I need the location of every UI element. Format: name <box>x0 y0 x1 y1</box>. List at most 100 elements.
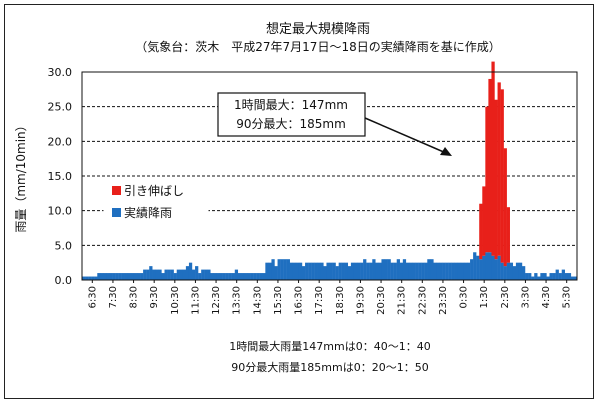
bar-actual <box>195 266 199 280</box>
chart-subtitle: （気象台：茨木 平成27年7月17日～18日の実績降雨を基に作成） <box>135 39 500 54</box>
bar-actual <box>179 269 184 280</box>
bar-actual <box>161 273 165 280</box>
y-tick-label: 15.0 <box>48 170 73 183</box>
bar-actual <box>451 262 455 280</box>
bar-actual <box>329 262 333 280</box>
bar-actual <box>222 273 226 280</box>
bar-actual <box>509 262 514 280</box>
callout-line-2: 90分最大：185mm <box>236 117 346 131</box>
bar-actual <box>317 262 321 280</box>
bar-actual <box>418 262 422 280</box>
bar-actual <box>558 273 562 280</box>
bar-actual <box>396 259 400 280</box>
bar-actual <box>506 262 510 280</box>
bar-actual <box>146 269 150 280</box>
max-callout: 1時間最大：147mm 90分最大：185mm <box>217 92 452 156</box>
bar-actual <box>482 255 486 280</box>
x-tick-label: 10:30 <box>170 286 181 315</box>
bar-actual <box>127 273 132 280</box>
bar-actual <box>295 262 300 280</box>
x-tick-label: 3:30 <box>520 286 531 308</box>
bar-actual <box>488 252 492 280</box>
bar-actual <box>320 262 324 280</box>
bar-actual <box>121 273 125 280</box>
bar-actual <box>210 273 214 280</box>
bar-actual <box>100 273 104 280</box>
bar-actual <box>198 273 202 280</box>
plot-area-border <box>81 71 578 281</box>
bar-stretch <box>491 61 495 256</box>
bar-actual <box>109 273 113 280</box>
bar-actual <box>357 262 361 280</box>
x-tick-label: 17:30 <box>314 286 325 315</box>
bar-actual <box>430 259 434 280</box>
bar-actual <box>253 273 257 280</box>
bars <box>82 61 578 280</box>
bar-actual <box>280 259 284 280</box>
bar-actual <box>549 273 553 280</box>
x-tick-label: 0:30 <box>459 286 470 308</box>
bar-actual <box>182 269 187 280</box>
bar-actual <box>286 259 290 280</box>
bar-actual <box>289 262 294 280</box>
bar-actual <box>415 262 419 280</box>
bar-actual <box>308 262 312 280</box>
bar-actual <box>515 262 520 280</box>
bar-actual <box>500 262 504 280</box>
chart-title: 想定最大規模降雨 <box>266 21 370 37</box>
x-tick-label: 12:30 <box>211 286 222 315</box>
bar-actual <box>112 273 116 280</box>
bar-actual <box>369 262 373 280</box>
bar-actual <box>250 273 254 280</box>
bar-actual <box>372 259 376 280</box>
bar-actual <box>228 273 232 280</box>
bar-actual <box>240 273 245 280</box>
bar-actual <box>344 262 349 280</box>
callout-arrowhead <box>440 147 452 156</box>
bar-actual <box>314 262 318 280</box>
x-tick-label: 23:30 <box>438 286 449 315</box>
x-tick-label: 19:30 <box>355 286 366 315</box>
x-tick-label: 5:30 <box>562 286 573 308</box>
bar-actual <box>347 266 352 280</box>
x-tick-label: 18:30 <box>335 286 346 315</box>
x-tick-label: 6:30 <box>87 286 98 308</box>
x-tick-label: 2:30 <box>500 286 511 308</box>
bar-actual <box>341 262 345 280</box>
bar-actual <box>323 266 327 280</box>
y-tick-label: 5.0 <box>55 239 73 252</box>
bar-actual <box>424 262 428 280</box>
bar-actual <box>564 273 569 280</box>
bar-actual <box>133 273 138 280</box>
bar-actual <box>491 255 495 280</box>
bar-actual <box>570 276 575 280</box>
bar-actual <box>118 273 122 280</box>
bar-actual <box>274 266 278 280</box>
bar-actual <box>497 255 501 280</box>
bar-actual <box>207 269 211 280</box>
bar-actual <box>234 269 239 280</box>
callout-arrow-line <box>364 117 447 154</box>
bar-actual <box>405 262 410 280</box>
bar-actual <box>201 269 205 280</box>
x-tick-label: 1:30 <box>479 286 490 308</box>
y-tick-label: 25.0 <box>48 101 73 114</box>
bar-actual <box>445 262 449 280</box>
bar-actual <box>442 262 446 280</box>
bar-actual <box>82 276 86 280</box>
bar-actual <box>219 273 223 280</box>
bar-actual <box>470 259 474 280</box>
bar-actual <box>130 273 135 280</box>
bar-actual <box>460 262 465 280</box>
x-tick-label: 21:30 <box>397 286 408 315</box>
x-tick-label: 15:30 <box>273 286 284 315</box>
bar-actual <box>555 269 559 280</box>
bar-actual <box>485 252 489 280</box>
x-tick-label: 16:30 <box>294 286 305 315</box>
bar-stretch <box>488 78 492 253</box>
bar-stretch <box>494 99 498 260</box>
bar-actual <box>552 273 556 280</box>
bar-actual <box>204 269 208 280</box>
bar-actual <box>494 259 498 280</box>
bar-actual <box>170 269 174 280</box>
